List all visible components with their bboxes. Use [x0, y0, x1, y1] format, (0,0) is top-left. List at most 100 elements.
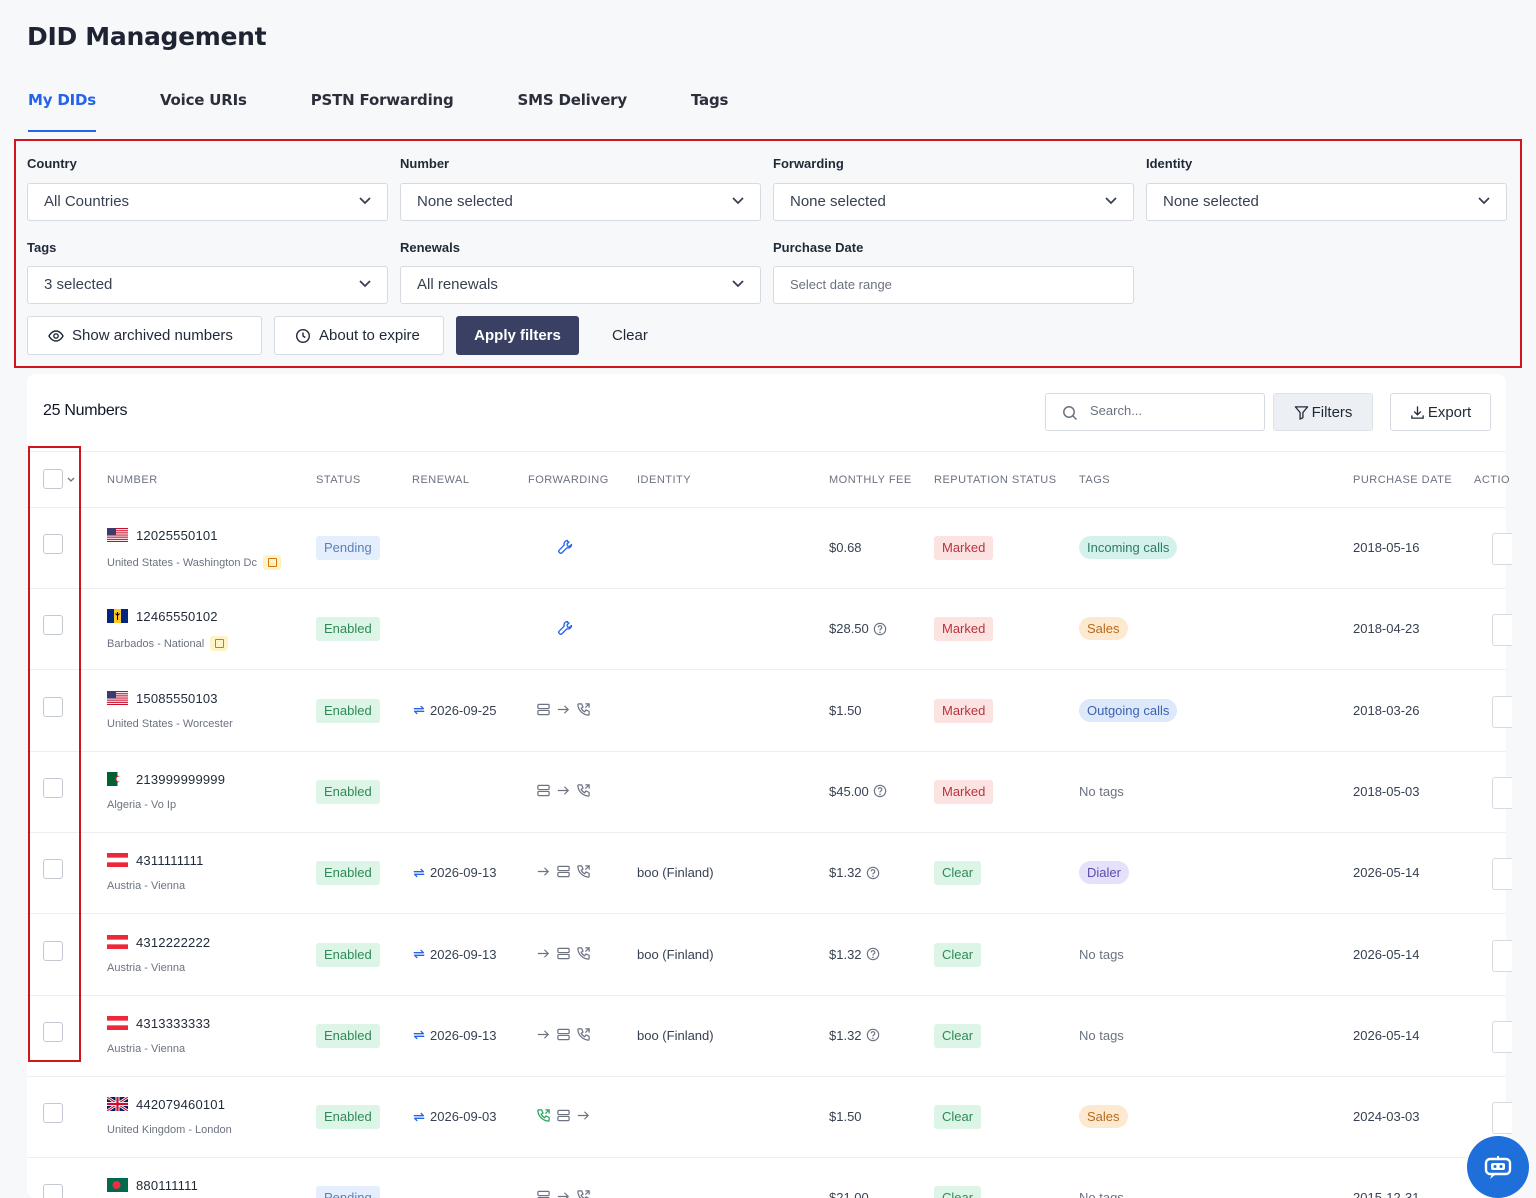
- chevron-down-icon: [359, 280, 371, 288]
- forwarding-chain[interactable]: [536, 946, 596, 961]
- status-badge: Pending: [316, 1186, 380, 1198]
- col-number[interactable]: NUMBER: [107, 474, 158, 486]
- info-icon[interactable]: [866, 866, 880, 880]
- row-checkbox[interactable]: [43, 534, 63, 554]
- row-actions-button[interactable]: [1492, 533, 1512, 565]
- did-number[interactable]: 213999999999: [136, 771, 226, 787]
- renewal-date: 2026-09-13: [412, 865, 497, 880]
- row-actions-button[interactable]: [1492, 614, 1512, 647]
- note-icon[interactable]: [263, 555, 281, 570]
- info-icon[interactable]: [873, 622, 887, 636]
- row-checkbox[interactable]: [43, 859, 63, 880]
- apply-filters-button[interactable]: Apply filters: [456, 316, 579, 355]
- search-input[interactable]: [1090, 403, 1250, 418]
- monthly-fee: $28.50: [829, 621, 887, 636]
- forwarding-chain[interactable]: [536, 783, 596, 798]
- row-checkbox[interactable]: [43, 615, 63, 636]
- chevron-down-icon[interactable]: [67, 477, 75, 483]
- export-button[interactable]: Export: [1390, 393, 1491, 431]
- tag-chip[interactable]: Sales: [1079, 1105, 1128, 1129]
- tab-sms-delivery[interactable]: SMS Delivery: [517, 91, 628, 109]
- forwarding-value: None selected: [790, 193, 886, 210]
- col-monthly-fee[interactable]: MONTHLY FEE: [829, 474, 912, 486]
- tab-my-dids[interactable]: My DIDs: [28, 86, 96, 132]
- row-checkbox[interactable]: [43, 940, 63, 961]
- col-reputation-status[interactable]: REPUTATION STATUS: [934, 474, 1057, 486]
- row-actions-button[interactable]: [1492, 776, 1512, 809]
- tab-pstn-forwarding[interactable]: PSTN Forwarding: [310, 91, 454, 109]
- forwarding-chain[interactable]: [557, 539, 578, 555]
- note-icon[interactable]: [210, 636, 229, 652]
- info-icon[interactable]: [866, 1028, 880, 1042]
- did-number[interactable]: 4313333333: [136, 1015, 211, 1031]
- info-icon[interactable]: [866, 947, 880, 961]
- did-number[interactable]: 12465550102: [136, 609, 218, 625]
- tag-chip[interactable]: Outgoing calls: [1079, 698, 1178, 722]
- table-row: 442079460101 United Kingdom - London Enabl…: [27, 1077, 1512, 1159]
- forwarding-chain[interactable]: [536, 702, 596, 717]
- row-actions-button[interactable]: [1492, 939, 1512, 972]
- page-title: DID Management: [27, 22, 267, 51]
- row-actions-button[interactable]: [1492, 1020, 1512, 1053]
- filters-button[interactable]: Filters: [1273, 393, 1373, 431]
- phone-forward-icon: [577, 865, 590, 878]
- server-icon: [537, 703, 550, 715]
- did-number[interactable]: 4312222222: [136, 934, 211, 950]
- info-icon[interactable]: [873, 784, 887, 798]
- forwarding-chain[interactable]: [536, 1189, 596, 1198]
- col-identity[interactable]: IDENTITY: [637, 474, 692, 486]
- col-tags[interactable]: TAGS: [1079, 474, 1111, 486]
- purchase-date: 2026-05-14: [1353, 865, 1420, 881]
- row-checkbox[interactable]: [43, 1103, 63, 1124]
- row-checkbox[interactable]: [43, 696, 63, 717]
- tab-tags[interactable]: Tags: [690, 91, 729, 109]
- number-select[interactable]: None selected: [400, 183, 761, 221]
- tag-chip[interactable]: Dialer: [1079, 861, 1129, 885]
- col-purchase-date[interactable]: PURCHASE DATE: [1353, 474, 1453, 486]
- forwarding-chain[interactable]: [557, 620, 578, 636]
- forwarding-chain[interactable]: [536, 1027, 596, 1042]
- table-row: 4311111111 Austria - Vienna Enabled 2026-09…: [27, 833, 1512, 915]
- renewals-select[interactable]: All renewals: [400, 266, 761, 304]
- did-number[interactable]: 12025550101: [136, 528, 218, 543]
- forwarding-chain[interactable]: [536, 1108, 596, 1123]
- purchase-date-label: Purchase Date: [773, 240, 864, 255]
- monthly-fee: $21.00: [829, 1190, 869, 1198]
- table-row: 4313333333 Austria - Vienna Enabled 2026-09…: [27, 996, 1512, 1077]
- did-number[interactable]: 442079460101: [136, 1097, 226, 1113]
- fee-value: $1.50: [829, 702, 862, 718]
- search-box[interactable]: [1045, 393, 1265, 431]
- row-actions-button[interactable]: [1492, 1102, 1512, 1135]
- row-checkbox[interactable]: [43, 777, 63, 798]
- row-checkbox[interactable]: [43, 1184, 63, 1198]
- numbers-table-card: 25 Numbers Filters Export NUMBER STATUS …: [27, 374, 1512, 1198]
- tags-select[interactable]: 3 selected: [27, 266, 388, 304]
- tab-voice-uris[interactable]: Voice URIs: [159, 91, 247, 109]
- row-checkbox[interactable]: [43, 1021, 63, 1042]
- did-number[interactable]: 15085550103: [136, 690, 218, 706]
- col-status[interactable]: STATUS: [316, 474, 361, 486]
- clear-filters-button[interactable]: Clear: [612, 327, 648, 344]
- row-actions-button[interactable]: [1492, 858, 1512, 891]
- country-select[interactable]: All Countries: [27, 183, 388, 221]
- row-actions-button[interactable]: [1492, 695, 1512, 728]
- forwarding-chain[interactable]: [536, 864, 596, 879]
- col-actions[interactable]: ACTIO: [1474, 474, 1511, 486]
- col-renewal[interactable]: RENEWAL: [412, 474, 470, 486]
- show-archived-button[interactable]: Show archived numbers: [27, 316, 262, 355]
- filter-panel: Country All Countries Number None select…: [14, 139, 1522, 368]
- about-to-expire-button[interactable]: About to expire: [274, 316, 444, 355]
- identity-select[interactable]: None selected: [1146, 183, 1507, 221]
- did-number[interactable]: 4311111111: [136, 853, 204, 869]
- select-all-checkbox[interactable]: [43, 469, 63, 489]
- chat-support-button[interactable]: [1467, 1136, 1529, 1198]
- forwarding-select[interactable]: None selected: [773, 183, 1134, 221]
- tag-chip[interactable]: Sales: [1079, 617, 1128, 641]
- did-number[interactable]: 880111111: [136, 1178, 199, 1194]
- col-forwarding[interactable]: FORWARDING: [528, 474, 609, 486]
- purchase-date-input[interactable]: Select date range: [773, 266, 1134, 304]
- tag-chip[interactable]: Incoming calls: [1079, 536, 1178, 559]
- renewal-date: 2026-09-03: [412, 1109, 497, 1124]
- did-location: Austria - Vienna: [107, 880, 185, 892]
- monthly-fee: $1.32: [829, 865, 880, 880]
